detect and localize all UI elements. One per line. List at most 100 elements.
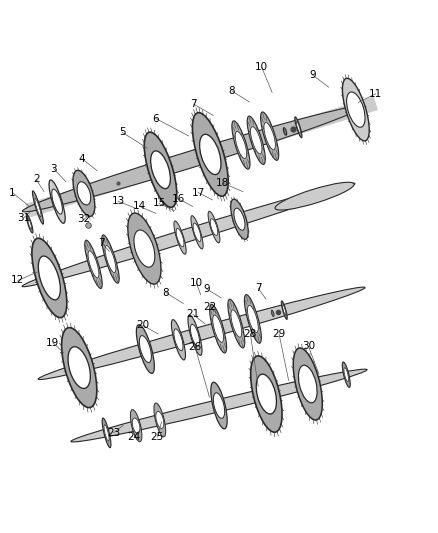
Ellipse shape xyxy=(191,216,203,249)
Ellipse shape xyxy=(104,425,109,441)
Text: 8: 8 xyxy=(229,86,235,96)
Text: 12: 12 xyxy=(11,276,25,286)
Ellipse shape xyxy=(261,112,279,160)
Ellipse shape xyxy=(88,251,99,278)
Ellipse shape xyxy=(251,356,282,432)
Ellipse shape xyxy=(256,374,276,414)
Ellipse shape xyxy=(32,191,43,224)
Ellipse shape xyxy=(228,299,245,348)
Text: 10: 10 xyxy=(255,62,268,72)
Text: 20: 20 xyxy=(136,320,149,330)
Ellipse shape xyxy=(174,221,186,254)
Ellipse shape xyxy=(232,121,250,169)
Ellipse shape xyxy=(77,182,91,205)
Ellipse shape xyxy=(271,310,274,317)
Ellipse shape xyxy=(176,228,184,247)
Text: 7: 7 xyxy=(255,283,261,293)
Ellipse shape xyxy=(235,132,247,158)
Text: 2: 2 xyxy=(33,174,39,184)
Ellipse shape xyxy=(62,328,97,408)
Text: 23: 23 xyxy=(107,428,120,438)
Ellipse shape xyxy=(22,106,364,212)
Ellipse shape xyxy=(171,320,185,360)
Ellipse shape xyxy=(192,112,228,196)
Ellipse shape xyxy=(211,382,227,429)
Ellipse shape xyxy=(244,295,261,343)
Ellipse shape xyxy=(293,348,322,420)
Ellipse shape xyxy=(102,418,111,448)
Ellipse shape xyxy=(26,215,33,233)
Text: 1: 1 xyxy=(9,188,16,198)
Ellipse shape xyxy=(68,347,90,389)
Text: 9: 9 xyxy=(204,284,210,294)
Text: 7: 7 xyxy=(191,99,197,109)
Text: 13: 13 xyxy=(111,196,125,206)
Text: 21: 21 xyxy=(186,309,200,319)
Ellipse shape xyxy=(39,256,60,300)
Ellipse shape xyxy=(85,240,102,288)
Ellipse shape xyxy=(156,411,164,429)
Ellipse shape xyxy=(251,127,262,154)
Text: 11: 11 xyxy=(369,88,382,99)
Ellipse shape xyxy=(191,324,200,346)
Text: 28: 28 xyxy=(244,329,257,339)
Ellipse shape xyxy=(297,122,300,133)
Text: 8: 8 xyxy=(162,288,169,297)
Text: 17: 17 xyxy=(191,188,205,198)
Text: 7: 7 xyxy=(98,238,105,247)
Ellipse shape xyxy=(295,117,302,138)
Text: 19: 19 xyxy=(46,338,60,348)
Ellipse shape xyxy=(298,365,317,403)
Ellipse shape xyxy=(208,211,220,243)
Ellipse shape xyxy=(52,189,62,214)
Text: 5: 5 xyxy=(119,127,126,138)
Text: 30: 30 xyxy=(302,341,315,351)
Ellipse shape xyxy=(28,219,32,229)
Text: 18: 18 xyxy=(216,178,229,188)
Text: 16: 16 xyxy=(172,194,185,204)
Text: 29: 29 xyxy=(272,329,286,339)
Text: 14: 14 xyxy=(133,201,146,212)
Text: 25: 25 xyxy=(151,432,164,442)
Ellipse shape xyxy=(154,403,166,437)
Ellipse shape xyxy=(32,238,67,318)
Ellipse shape xyxy=(49,180,65,223)
Ellipse shape xyxy=(139,336,152,362)
Ellipse shape xyxy=(283,305,286,315)
Text: 6: 6 xyxy=(152,114,159,124)
Ellipse shape xyxy=(144,132,177,207)
Ellipse shape xyxy=(188,315,202,356)
Ellipse shape xyxy=(283,128,287,135)
Ellipse shape xyxy=(105,246,116,272)
Ellipse shape xyxy=(151,151,170,189)
Ellipse shape xyxy=(193,223,201,241)
Ellipse shape xyxy=(174,329,183,351)
Text: 3: 3 xyxy=(50,164,57,174)
Ellipse shape xyxy=(275,182,354,210)
Text: 4: 4 xyxy=(78,154,85,164)
Ellipse shape xyxy=(344,368,349,382)
Ellipse shape xyxy=(281,301,287,319)
Ellipse shape xyxy=(102,235,119,283)
Ellipse shape xyxy=(136,325,154,374)
Ellipse shape xyxy=(247,305,258,333)
Text: 26: 26 xyxy=(188,342,201,352)
Text: 10: 10 xyxy=(190,278,203,288)
Ellipse shape xyxy=(231,310,242,337)
Text: 24: 24 xyxy=(127,432,141,442)
Ellipse shape xyxy=(210,304,226,353)
Ellipse shape xyxy=(73,171,95,216)
Text: 22: 22 xyxy=(204,302,217,312)
Ellipse shape xyxy=(71,369,367,442)
Ellipse shape xyxy=(38,287,365,379)
Text: 15: 15 xyxy=(152,198,166,208)
Text: 32: 32 xyxy=(78,214,91,224)
Ellipse shape xyxy=(131,409,142,442)
Ellipse shape xyxy=(35,198,41,217)
Ellipse shape xyxy=(22,183,355,287)
Ellipse shape xyxy=(200,134,221,175)
Ellipse shape xyxy=(231,199,248,239)
Text: 31: 31 xyxy=(18,213,31,223)
Ellipse shape xyxy=(210,219,218,236)
Text: 9: 9 xyxy=(309,70,316,80)
